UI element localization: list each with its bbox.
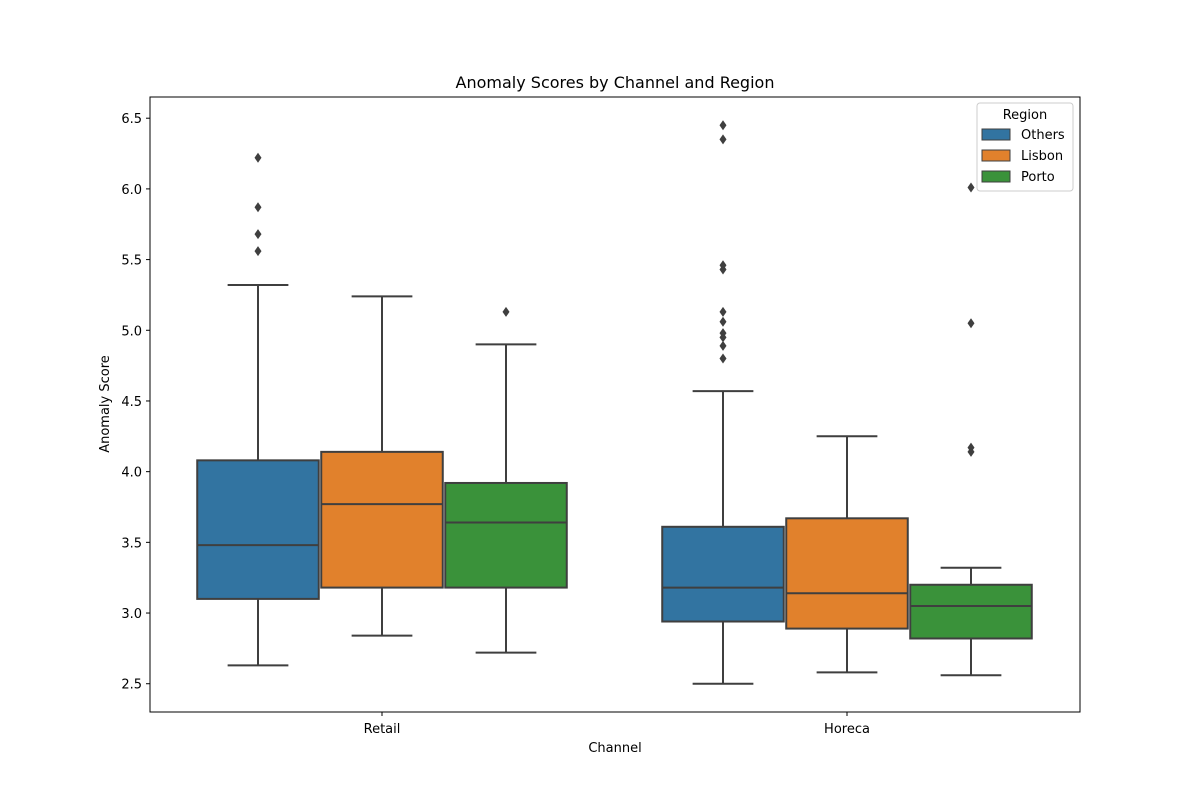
- x-tick-label: Horeca: [824, 722, 870, 737]
- box-others-horeca: [661, 120, 785, 685]
- legend-swatch-lisbon: [981, 149, 1011, 162]
- y-tick-label: 4.5: [121, 395, 142, 410]
- box-body: [661, 525, 785, 623]
- legend-swatch-others: [981, 128, 1011, 141]
- box-body: [444, 481, 568, 589]
- outlier-point: [719, 134, 727, 145]
- y-tick-label: 3.5: [121, 536, 142, 551]
- x-axis: Retail Horeca: [364, 712, 870, 737]
- plot-area: [196, 120, 1033, 685]
- y-tick-label: 6.5: [121, 112, 142, 127]
- y-tick-label: 2.5: [121, 678, 142, 693]
- box-lisbon-retail: [320, 295, 444, 637]
- chart-title: Anomaly Scores by Channel and Region: [456, 73, 775, 92]
- outlier-point: [967, 442, 975, 453]
- y-tick-label: 5.5: [121, 254, 142, 269]
- legend-frame: [976, 102, 1074, 192]
- box-lisbon-horeca: [785, 435, 909, 674]
- outlier-point: [254, 202, 262, 213]
- box-body: [196, 459, 320, 600]
- outlier-point: [967, 318, 975, 329]
- box-body: [909, 583, 1033, 640]
- outlier-point: [719, 120, 727, 131]
- box-porto-retail: [444, 306, 568, 654]
- legend-swatch-porto: [981, 170, 1011, 183]
- legend-label-porto: Porto: [1021, 170, 1055, 185]
- legend-title: Region: [1003, 108, 1048, 123]
- outlier-point: [719, 353, 727, 364]
- outlier-point: [719, 328, 727, 339]
- outlier-point: [254, 152, 262, 163]
- y-tick-label: 4.0: [121, 466, 142, 481]
- y-tick-label: 3.0: [121, 607, 142, 622]
- y-tick-label: 5.0: [121, 324, 142, 339]
- outlier-point: [719, 316, 727, 327]
- plot-frame: [149, 96, 1081, 713]
- y-axis-label: Anomaly Score: [98, 355, 113, 453]
- outlier-point: [719, 260, 727, 271]
- legend-label-lisbon: Lisbon: [1021, 149, 1063, 164]
- outlier-point: [719, 340, 727, 351]
- outlier-point: [254, 229, 262, 240]
- y-tick-label: 6.0: [121, 183, 142, 198]
- box-porto-horeca: [909, 182, 1033, 677]
- outlier-point: [967, 182, 975, 193]
- legend-label-others: Others: [1021, 128, 1065, 143]
- box-body: [320, 450, 444, 589]
- legend: Region Others Lisbon Porto: [976, 102, 1074, 192]
- box-others-retail: [196, 152, 320, 667]
- x-axis-label: Channel: [588, 741, 641, 756]
- y-axis: 2.5 3.0 3.5 4.0 4.5 5.0 5.5 6.0 6.5: [121, 112, 150, 693]
- outlier-point: [502, 306, 510, 317]
- box-body: [785, 517, 909, 630]
- x-tick-label: Retail: [364, 722, 401, 737]
- outlier-point: [254, 246, 262, 257]
- outlier-point: [719, 306, 727, 317]
